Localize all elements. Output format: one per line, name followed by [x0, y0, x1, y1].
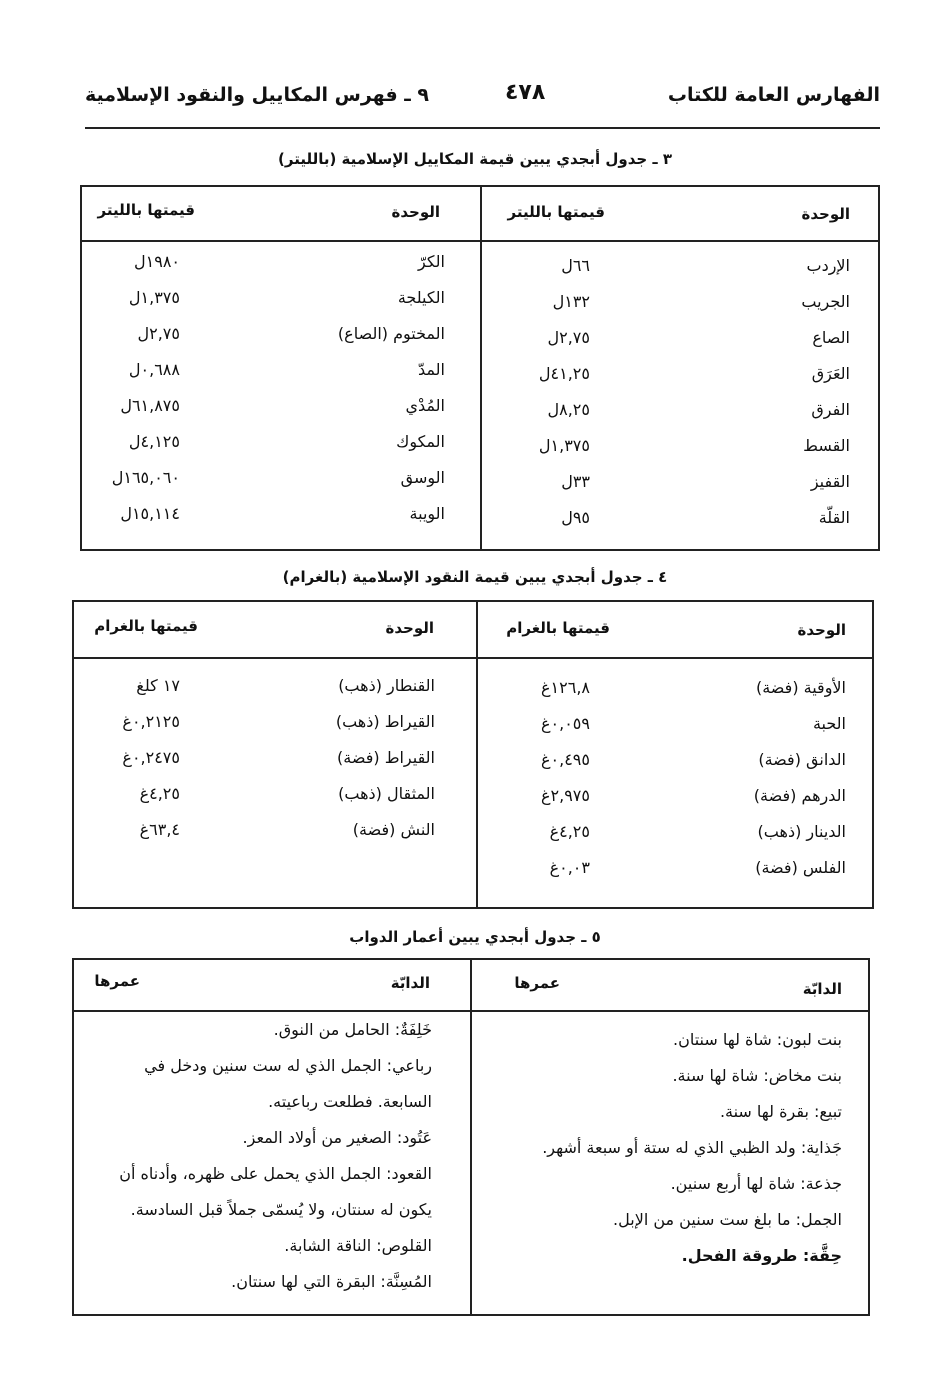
table4-left-unit-cell: القيراط (فضة) [337, 748, 435, 767]
table5-right-col-animal: الدابّة [802, 980, 842, 998]
table5-right-entry: بنت مخاض: شاة لها سنة. [672, 1066, 842, 1085]
table3-right-value-cell: ٨,٢٥ل [547, 400, 591, 419]
table3-left-unit-cell: الويبة [409, 504, 445, 523]
table4-left-unit-cell: النش (فضة) [352, 820, 435, 839]
table3-left-value-cell: ٦١,٨٧٥ل [120, 396, 180, 415]
table4-left-col-unit: الوحدة [385, 619, 434, 637]
table3-left-value-cell: ١٥,١١٤ل [120, 504, 180, 523]
table4-left-unit-cell: المثقال (ذهب) [338, 784, 435, 803]
table4-right-value-cell: ١٢٦,٨غ [540, 678, 590, 697]
table3-right-value-cell: ٦٦ل [561, 256, 590, 275]
table3-right-value-cell: ١٣٢ل [552, 292, 590, 311]
table3-right-unit-cell: القلّة [818, 508, 850, 527]
table3-left-value-cell: ٢,٧٥ل [137, 324, 181, 343]
table5-left-entry: المُسِنَّة: البقرة التي لها سنتان. [231, 1272, 432, 1291]
table4-left-value-cell: ١٧ كلغ [136, 676, 180, 695]
table5-right-entry: حِقَّة: طروقة الفحل. [681, 1246, 842, 1265]
table5-left-col-animal: الدابّة [390, 974, 430, 992]
table4-left-unit-cell: القيراط (ذهب) [335, 712, 435, 731]
running-header-book-index: الفهارس العامة للكتاب [667, 84, 880, 106]
table5-divider [470, 958, 472, 1316]
table4-left-value-cell: ٠,٢١٢٥غ [122, 712, 180, 731]
table3-right-unit-cell: العَرَق [811, 364, 850, 383]
table3-left-unit-cell: المكوك [396, 432, 445, 451]
page-number: ٤٧٨ [505, 80, 546, 105]
table3-right-unit-cell: القسط [803, 436, 850, 455]
table3-right-value-cell: ٢,٧٥ل [547, 328, 591, 347]
table4-right-unit-cell: الحبة [812, 714, 846, 733]
table4-left-unit-cell: القنطار (ذهب) [338, 676, 435, 695]
table3-left-value-cell: ١,٣٧٥ل [128, 288, 180, 307]
table4-left-value-cell: ٠,٢٤٧٥غ [122, 748, 180, 767]
table3-left-unit-cell: المُدْي [405, 396, 446, 415]
table4-title: ٤ ـ جدول أبجدي يبين قيمة النقود الإسلامي… [282, 568, 668, 586]
table5-right-col-age: عمرها [514, 974, 560, 992]
table3-left-col-unit: الوحدة [391, 203, 440, 221]
table3-right-value-cell: ٣٣ل [561, 472, 590, 491]
table3-left-unit-cell: المدّ [418, 360, 445, 379]
table4-right-value-cell: ٤,٢٥غ [549, 822, 590, 841]
table4-right-unit-cell: الأوقية (فضة) [755, 678, 846, 697]
table5-left-col-age: عمرها [94, 972, 140, 990]
table3-left-unit-cell: الوسق [400, 468, 445, 487]
table4-right-col-unit: الوحدة [797, 621, 846, 639]
table4-left-value-cell: ٤,٢٥غ [139, 784, 180, 803]
table3-left-unit-cell: الكيلجة [397, 288, 445, 307]
table4-left-value-cell: ٦٣,٤غ [139, 820, 180, 839]
table3-left-col-value: قيمتها بالليتر [97, 201, 195, 219]
table3-title: ٣ ـ جدول أبجدي يبين قيمة المكاييل الإسلا… [278, 150, 672, 168]
table5-left-entry: القعود: الجمل الذي يحمل على ظهره، وأدناه… [119, 1164, 432, 1219]
table4-frame [72, 600, 874, 909]
table5-right-entries: بنت لبون: شاة لها سنتان. بنت مخاض: شاة له… [497, 1022, 842, 1274]
table4-right-value-cell: ٠,٤٩٥غ [540, 750, 590, 769]
table5-left-entry: خَلِفَةٌ: الحامل من النوق. [273, 1020, 432, 1039]
table3-right-col-value: قيمتها بالليتر [507, 203, 605, 221]
table3-header-rule [80, 240, 880, 242]
table4-right-value-cell: ٠,٠٥٩غ [540, 714, 590, 733]
table5-header-rule [72, 1010, 870, 1012]
table3-right-unit-cell: الصاع [812, 328, 850, 347]
table5-title: ٥ ـ جدول أبجدي يبين أعمار الدواب [349, 928, 601, 946]
table3-left-value-cell: ٤,١٢٥ل [128, 432, 180, 451]
table4-right-unit-cell: الفلس (فضة) [755, 858, 846, 877]
table5-left-entry: القلوص: الناقة الشابة. [284, 1236, 432, 1255]
running-header-section: ٩ ـ فهرس المكاييل والنقود الإسلامية [85, 84, 429, 106]
table5-left-entry: رباعي: الجمل الذي له ست سنين ودخل في الس… [144, 1056, 432, 1111]
table5-left-entry: عَتُود: الصغير من أولاد المعز. [242, 1128, 432, 1147]
table4-right-unit-cell: الدانق (فضة) [758, 750, 846, 769]
table3-right-unit-cell: القفيز [810, 472, 850, 491]
table3-right-unit-cell: الجريب [801, 292, 850, 311]
table4-right-value-cell: ٠,٠٣غ [549, 858, 590, 877]
table5-left-entries: خَلِفَةٌ: الحامل من النوق. رباعي: الجمل ا… [92, 1012, 432, 1300]
table3-right-value-cell: ١,٣٧٥ل [538, 436, 590, 455]
table3-left-unit-cell: المختوم (الصاع) [337, 324, 445, 343]
header-rule [85, 127, 880, 129]
table4-right-col-value: قيمتها بالغرام [506, 619, 610, 637]
table4-right-value-cell: ٢,٩٧٥غ [540, 786, 590, 805]
table5-right-entry: الجمل: ما بلغ ست سنين من الإبل. [613, 1210, 842, 1229]
table3-left-value-cell: ٠,٦٨٨ل [128, 360, 180, 379]
table3-left-unit-cell: الكرّ [418, 252, 445, 271]
table5-right-entry: تبيع: بقرة لها سنة. [719, 1102, 842, 1121]
table5-right-entry: بنت لبون: شاة لها سنتان. [672, 1030, 842, 1049]
table4-header-rule [72, 657, 874, 659]
table4-divider [476, 600, 478, 909]
table5-right-entry: جذعة: شاة لها أربع سنين. [670, 1174, 842, 1193]
table4-right-unit-cell: الدرهم (فضة) [753, 786, 846, 805]
table3-right-value-cell: ٤١,٢٥ل [538, 364, 590, 383]
table3-right-unit-cell: الإردب [806, 256, 850, 275]
table5-right-entry: جَذاية: ولد الظبي الذي له ستة أو سبعة أش… [542, 1138, 842, 1157]
table4-right-unit-cell: الدينار (ذهب) [757, 822, 846, 841]
table4-left-col-value: قيمتها بالغرام [94, 617, 198, 635]
table3-left-value-cell: ١٩٨٠ل [134, 252, 180, 271]
table3-right-value-cell: ٩٥ل [561, 508, 590, 527]
table3-divider [480, 185, 482, 551]
table3-right-col-unit: الوحدة [801, 205, 850, 223]
table3-left-value-cell: ١٦٥,٠٦٠ل [111, 468, 180, 487]
table3-right-unit-cell: الفرق [811, 400, 850, 419]
